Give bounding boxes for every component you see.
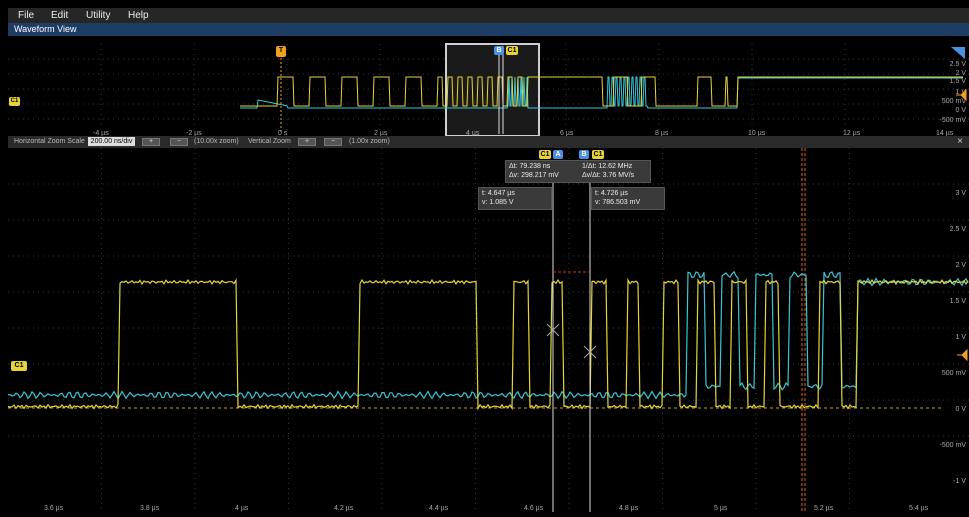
main-ch2-trace	[7, 270, 969, 400]
delta-slew-rate: Δv/Δt: 3.76 MV/s	[582, 172, 635, 179]
overview-time-label: 8 µs	[655, 130, 669, 136]
menu-help[interactable]: Help	[128, 10, 149, 21]
overview-ch1-trace	[240, 76, 963, 107]
horizontal-zoom-label: Horizontal Zoom Scale	[14, 138, 85, 145]
overview-cursor-c1-badge[interactable]: C1	[506, 46, 518, 55]
menu-file[interactable]: File	[18, 10, 35, 21]
main-ch1-marker[interactable]: C1	[11, 361, 27, 371]
main-time-label: 4.4 µs	[429, 505, 449, 512]
vertical-zoom-factor: (1.00x zoom)	[349, 138, 390, 145]
delta-time: Δt: 79.238 ns	[509, 163, 551, 170]
overview-time-label: 0 s	[278, 130, 288, 136]
main-volt-label: -1 V	[953, 478, 966, 485]
cursor-b-voltage: v: 786.503 mV	[595, 199, 641, 206]
overview-time-label: 4 µs	[466, 130, 480, 136]
main-time-label: 5.4 µs	[909, 505, 929, 512]
cursor-b-readout: t: 4.726 µs v: 786.503 mV	[591, 187, 665, 210]
main-volt-label: -500 mV	[940, 442, 967, 449]
overview-time-label: 6 µs	[560, 130, 574, 136]
overview-navigator[interactable]: -4 µs -2 µs 0 s 2 µs 4 µs 6 µs 8 µs 10 µs 12 µs 1…	[8, 36, 969, 137]
trigger-marker-icon[interactable]: T	[276, 46, 286, 57]
overview-time-label: 14 µs	[936, 130, 954, 136]
overview-volt-label: 1.5 V	[950, 78, 967, 85]
cursor-b-cross-icon	[583, 345, 597, 359]
zoomed-waveform-area[interactable]: 3.6 µs 3.8 µs 4 µs 4.2 µs 4.4 µs 4.6 µs 4.8 µs…	[7, 148, 969, 512]
overview-time-labels: -4 µs -2 µs 0 s 2 µs 4 µs 6 µs 8 µs 10 µs 12 µs 1…	[93, 130, 954, 137]
main-time-label: 4.8 µs	[619, 505, 639, 512]
overview-ch1-marker[interactable]: C1	[9, 97, 20, 106]
cursor-b-c1-badge[interactable]: C1	[592, 150, 604, 159]
main-time-label: 4 µs	[235, 505, 249, 512]
main-volt-labels: 3 V 2.5 V 2 V 1.5 V 1 V 500 mV 0 V -500 mV -1 V	[940, 190, 967, 485]
cursor-a-readout: t: 4.647 µs v: 1.085 V	[478, 187, 552, 210]
overview-time-label: -4 µs	[93, 130, 109, 136]
vertical-zoom-out-button[interactable]: −	[324, 138, 342, 146]
close-zoom-icon[interactable]: ×	[957, 136, 963, 147]
horizontal-zoom-in-button[interactable]: +	[142, 138, 160, 146]
vertical-zoom-in-button[interactable]: +	[298, 138, 316, 146]
main-volt-label: 3 V	[955, 190, 966, 197]
horizontal-zoom-out-button[interactable]: −	[170, 138, 188, 146]
cursor-b-label-badge[interactable]: B	[579, 150, 589, 159]
overview-volt-labels: 2.5 V 2 V1.5 V 1 V 500 mV 0 V -500 mV	[940, 61, 967, 124]
overview-time-label: 12 µs	[843, 130, 861, 136]
scope-window: File Edit Utility Help Waveform View -4 …	[7, 8, 969, 512]
main-volt-label: 500 mV	[942, 370, 966, 377]
overview-volt-label: -500 mV	[940, 117, 967, 124]
main-level-arrow-icon[interactable]	[956, 349, 968, 361]
delta-voltage: Δv: 298.217 mV	[509, 172, 559, 179]
main-time-label: 5.2 µs	[814, 505, 834, 512]
overview-cursor-b-badge[interactable]: B	[494, 46, 504, 55]
main-volt-label: 1 V	[955, 334, 966, 341]
overview-ch2-trace	[240, 76, 963, 109]
menu-bar: File Edit Utility Help	[8, 8, 969, 23]
cursor-a-c1-badge[interactable]: C1	[539, 150, 551, 159]
menu-utility[interactable]: Utility	[86, 10, 111, 21]
delta-frequency: 1/Δt: 12.62 MHz	[582, 163, 633, 170]
main-time-label: 4.2 µs	[334, 505, 354, 512]
overview-plot: -4 µs -2 µs 0 s 2 µs 4 µs 6 µs 8 µs 10 µs 12 µs 1…	[8, 43, 969, 137]
overview-level-arrow-icon[interactable]	[955, 89, 967, 101]
waveform-view-title-bar: Waveform View	[8, 23, 969, 36]
main-time-label: 3.6 µs	[44, 505, 64, 512]
main-time-label: 5 µs	[714, 505, 728, 512]
overview-volt-label: 2 V	[955, 70, 966, 77]
cursor-a-time: t: 4.647 µs	[482, 190, 515, 197]
waveform-view-title: Waveform View	[14, 24, 77, 34]
cursor-a-label-badge[interactable]: A	[553, 150, 563, 159]
cursor-a-cross-icon	[546, 323, 560, 337]
zoom-control-bar: Horizontal Zoom Scale 200.00 ns/div + − …	[8, 136, 969, 148]
menu-edit[interactable]: Edit	[51, 10, 69, 21]
main-time-label: 4.6 µs	[524, 505, 544, 512]
cursor-b-time: t: 4.726 µs	[595, 190, 628, 197]
zoom-corner-icon[interactable]	[950, 46, 966, 60]
cursor-delta-readout: Δt: 79.238 ns 1/Δt: 12.62 MHz Δv: 298.21…	[505, 160, 651, 183]
vertical-zoom-label: Vertical Zoom	[248, 138, 291, 145]
overview-volt-label: 500 mV	[942, 98, 966, 105]
overview-volt-label: 0 V	[955, 107, 966, 114]
overview-time-label: 2 µs	[374, 130, 388, 136]
main-volt-label: 2.5 V	[950, 226, 967, 233]
main-time-label: 3.8 µs	[140, 505, 160, 512]
main-volt-label: 2 V	[955, 262, 966, 269]
horizontal-zoom-scale-field[interactable]: 200.00 ns/div	[88, 137, 135, 146]
overview-time-label: -2 µs	[186, 130, 202, 136]
overview-time-label: 10 µs	[748, 130, 766, 136]
horizontal-zoom-factor: (10.00x zoom)	[194, 138, 239, 145]
main-volt-label: 1.5 V	[950, 298, 967, 305]
main-time-labels: 3.6 µs 3.8 µs 4 µs 4.2 µs 4.4 µs 4.6 µs 4.8 µs…	[44, 505, 929, 512]
overview-volt-label: 2.5 V	[950, 61, 967, 68]
main-volt-label: 0 V	[955, 406, 966, 413]
overview-volt-label: 1 V	[955, 89, 966, 96]
cursor-a-voltage: v: 1.085 V	[482, 199, 514, 206]
main-ch1-trace	[7, 277, 969, 411]
